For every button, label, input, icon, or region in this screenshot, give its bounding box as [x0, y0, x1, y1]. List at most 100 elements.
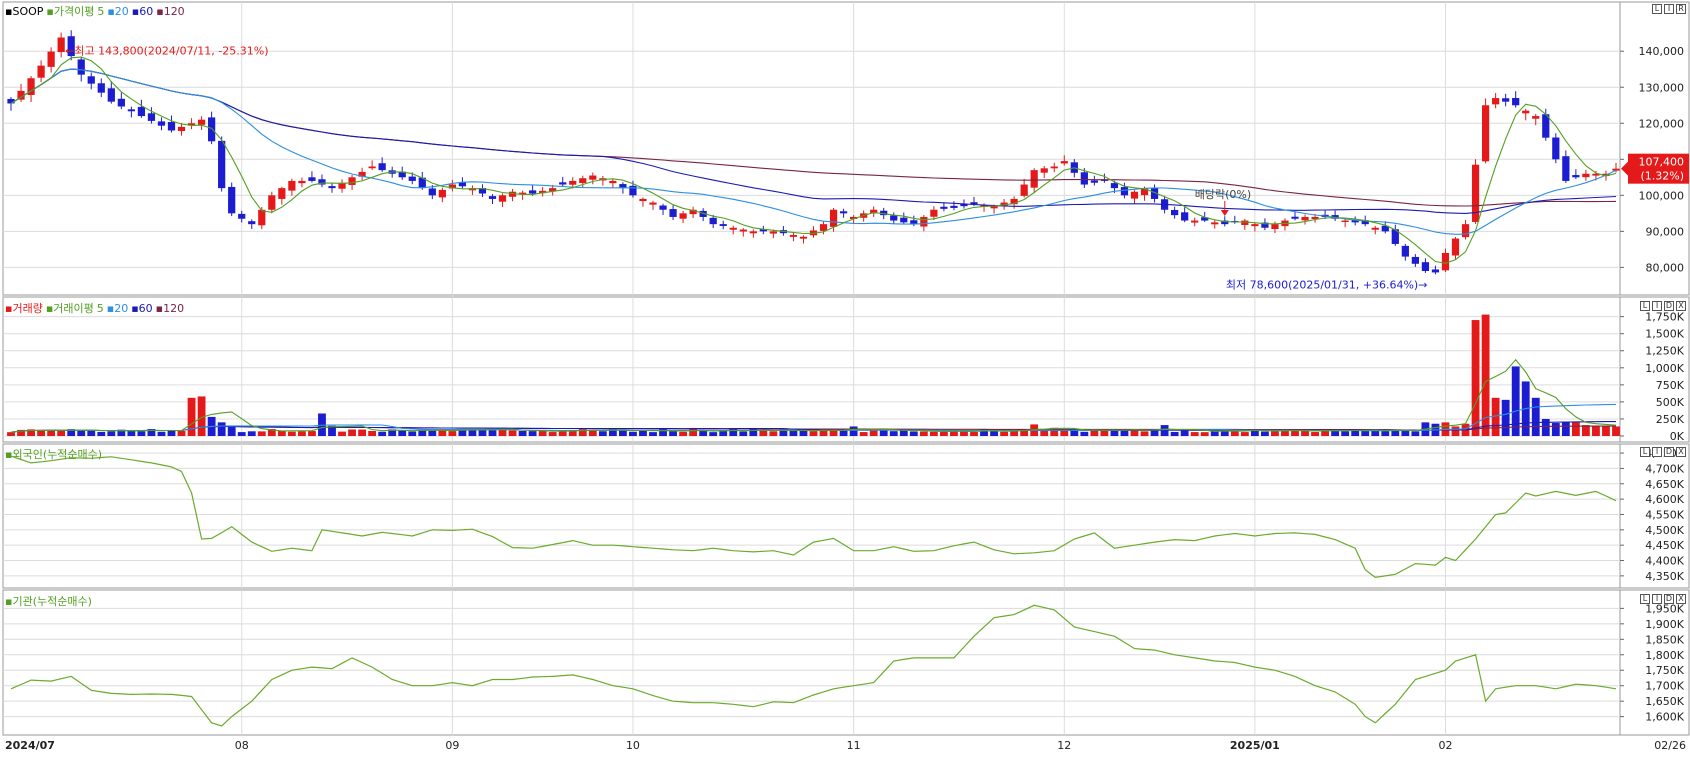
- candle-body: [579, 178, 587, 183]
- volume-bar: [819, 429, 828, 436]
- candle-body: [589, 175, 597, 180]
- candle-body: [1351, 220, 1359, 223]
- volume-bar: [1200, 432, 1209, 436]
- candle-body: [1391, 229, 1399, 244]
- candle-body: [870, 209, 878, 214]
- candle-body: [1562, 156, 1570, 181]
- volume-bar: [77, 430, 86, 436]
- foreign-control-i[interactable]: I: [1652, 447, 1662, 457]
- price-tick-label: 120,000: [1639, 117, 1685, 130]
- candle-body: [1110, 183, 1119, 189]
- volume-bar: [488, 430, 497, 436]
- price-control-l[interactable]: L: [1652, 4, 1662, 14]
- volume-bar: [749, 429, 758, 436]
- x-axis-label: 2025/01: [1230, 739, 1280, 752]
- volume-tick-label: 1,000K: [1645, 362, 1684, 375]
- volume-bar: [458, 429, 467, 436]
- candle-body: [1010, 198, 1018, 205]
- volume-bar: [1351, 429, 1360, 436]
- candle-body: [67, 36, 75, 57]
- price-legend-item[interactable]: ▪60: [131, 5, 154, 18]
- candle-body: [1251, 224, 1259, 227]
- volume-bar: [1120, 430, 1129, 436]
- price-ma5-line: [10, 56, 1617, 264]
- foreign-control-d[interactable]: D: [1664, 447, 1674, 457]
- candle-body: [839, 211, 848, 214]
- institution-control-l[interactable]: L: [1640, 594, 1650, 604]
- foreign-control-l[interactable]: L: [1640, 447, 1650, 457]
- volume-legend-item[interactable]: ▪거래이평: [45, 302, 94, 315]
- volume-bar: [1281, 429, 1289, 436]
- volume-control-d[interactable]: D: [1664, 301, 1674, 311]
- price-legend-item[interactable]: 5: [97, 5, 105, 18]
- candle-body: [940, 206, 948, 209]
- price-legend-item[interactable]: ▪120: [156, 5, 185, 18]
- volume-bar: [799, 430, 808, 436]
- volume-bar: [1561, 422, 1570, 436]
- institution-legend: ▪기관(누적순매수): [5, 593, 95, 609]
- volume-bar: [859, 432, 868, 436]
- candle-body: [609, 180, 617, 184]
- volume-bar: [37, 430, 46, 436]
- candle-body: [318, 179, 326, 185]
- price-legend-item[interactable]: ▪20: [107, 5, 129, 18]
- volume-legend-item[interactable]: ▪거래량: [5, 302, 43, 315]
- candle-body: [669, 209, 677, 217]
- candle-body: [1572, 175, 1580, 178]
- volume-bar: [27, 429, 35, 436]
- price-tick-label: 90,000: [1646, 225, 1685, 238]
- volume-bar: [1220, 429, 1229, 436]
- candle-body: [488, 196, 497, 199]
- candle-body: [17, 90, 25, 100]
- foreign-legend-item[interactable]: ▪외국인(누적순매수): [5, 448, 102, 461]
- volume-control-i[interactable]: I: [1652, 301, 1662, 311]
- volume-legend-item[interactable]: ▪60: [131, 302, 153, 315]
- price-control-r[interactable]: R: [1676, 4, 1686, 14]
- volume-legend-item[interactable]: ▪20: [106, 302, 129, 315]
- candle-body: [177, 126, 186, 132]
- candle-body: [689, 209, 697, 215]
- candle-body: [1150, 188, 1159, 199]
- volume-bar: [699, 430, 708, 436]
- candle-body: [378, 163, 386, 171]
- price-legend-item[interactable]: ▪가격이평: [46, 5, 95, 18]
- candle-body: [549, 188, 557, 192]
- volume-bar: [1180, 429, 1189, 436]
- candle-body: [829, 209, 838, 227]
- candle-body: [679, 213, 687, 219]
- candle-body: [990, 206, 998, 209]
- price-legend-item[interactable]: ▪SOOP: [5, 5, 44, 18]
- volume-bar: [508, 430, 517, 436]
- foreign-control-x[interactable]: X: [1676, 447, 1686, 457]
- candle-body: [428, 188, 436, 196]
- institution-legend-item[interactable]: ▪기관(누적순매수): [5, 595, 92, 608]
- candle-body: [308, 177, 316, 181]
- institution-control-x[interactable]: X: [1676, 594, 1686, 604]
- candle-body: [749, 231, 757, 234]
- volume-tick-label: 500K: [1656, 396, 1685, 409]
- volume-control-l[interactable]: L: [1640, 301, 1650, 311]
- volume-control-x[interactable]: X: [1676, 301, 1686, 311]
- volume-bar: [277, 430, 286, 436]
- candle-body: [1582, 173, 1590, 178]
- volume-bar: [1491, 397, 1500, 436]
- volume-legend-item[interactable]: 5: [96, 302, 104, 315]
- volume-bar: [960, 431, 968, 436]
- price-control-i[interactable]: I: [1664, 4, 1674, 14]
- volume-bar: [889, 431, 898, 436]
- volume-legend-item[interactable]: ▪120: [155, 302, 185, 315]
- foreign-y-axis: [1619, 443, 1690, 589]
- institution-control-i[interactable]: I: [1652, 594, 1662, 604]
- institution-tick-label: 1,600K: [1645, 711, 1684, 724]
- institution-control-d[interactable]: D: [1664, 594, 1674, 604]
- volume-bar: [1371, 429, 1380, 436]
- volume-bar: [117, 429, 126, 436]
- candle-body: [769, 231, 777, 234]
- volume-bar: [498, 429, 507, 436]
- candle-body: [7, 98, 15, 104]
- candle-body: [478, 188, 487, 194]
- last-price-change: (1.32%): [1640, 170, 1684, 183]
- volume-bar: [7, 432, 15, 436]
- volume-bar: [358, 429, 367, 436]
